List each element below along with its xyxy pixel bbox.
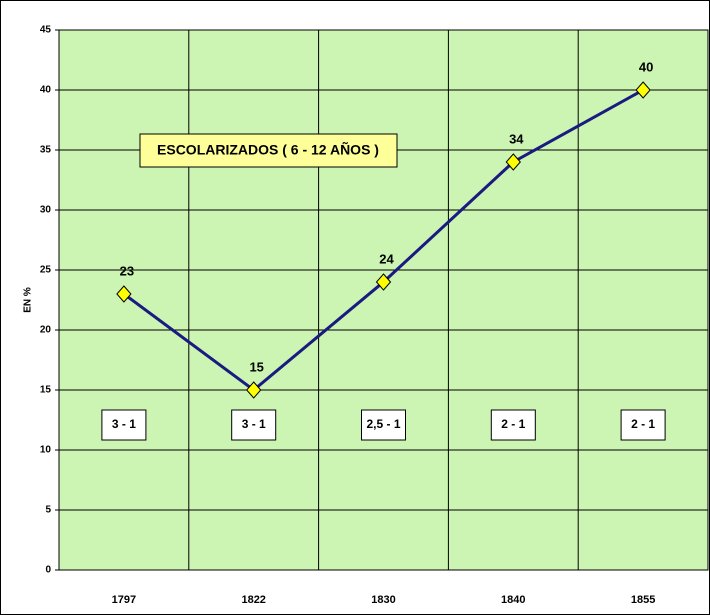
y-tick-label: 25 (40, 265, 52, 276)
data-label: 15 (249, 359, 263, 374)
y-tick-label: 15 (40, 385, 52, 396)
annotation: 2 - 1 (631, 417, 655, 431)
annotation: 2,5 - 1 (366, 417, 400, 431)
marker (635, 81, 651, 99)
annotation-box (101, 409, 147, 441)
x-tick-label: 1822 (241, 594, 265, 606)
title-box (139, 133, 398, 168)
y-axis-label: EN % (23, 287, 34, 313)
annotation: 3 - 1 (242, 417, 266, 431)
y-tick-label: 5 (45, 505, 51, 516)
x-tick-label: 1830 (371, 594, 395, 606)
chart-title: ESCOLARIZADOS ( 6 - 12 AÑOS ) (157, 141, 379, 158)
y-tick-label: 35 (40, 145, 52, 156)
marker (375, 273, 392, 291)
plot-area (59, 30, 708, 570)
y-tick-label: 10 (40, 445, 52, 456)
data-label: 24 (379, 251, 394, 266)
data-label: 23 (120, 263, 134, 278)
marker (246, 381, 262, 399)
x-tick-label: 1797 (112, 594, 136, 606)
data-label: 34 (509, 131, 524, 146)
y-tick-label: 30 (40, 205, 52, 216)
y-tick-label: 20 (40, 325, 52, 336)
annotation-box (361, 409, 406, 441)
y-tick-label: 40 (40, 85, 52, 96)
marker (505, 153, 521, 171)
y-tick-label: 0 (45, 565, 51, 576)
annotation-box (490, 409, 536, 441)
annotation: 2 - 1 (501, 417, 525, 431)
y-tick-label: 45 (40, 25, 52, 36)
x-tick-label: 1855 (631, 594, 655, 606)
annotation-box (620, 409, 666, 441)
data-label: 40 (639, 59, 653, 74)
annotation: 3 - 1 (112, 417, 136, 431)
x-tick-label: 1840 (501, 594, 525, 606)
plot-border (58, 29, 709, 571)
marker (116, 285, 132, 303)
annotation-box (231, 409, 277, 441)
